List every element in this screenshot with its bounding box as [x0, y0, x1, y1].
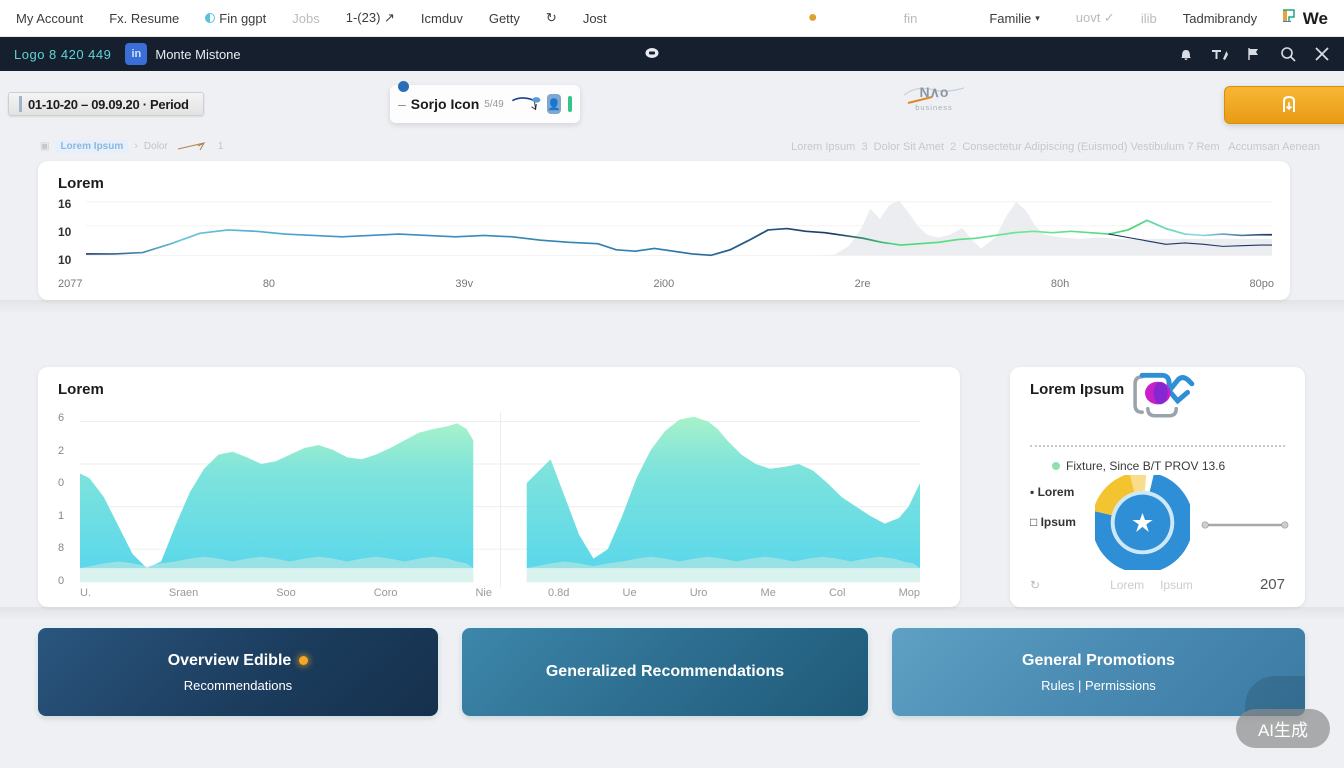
- svg-text:business: business: [915, 103, 953, 112]
- svg-text:N∧o: N∧o: [920, 84, 949, 100]
